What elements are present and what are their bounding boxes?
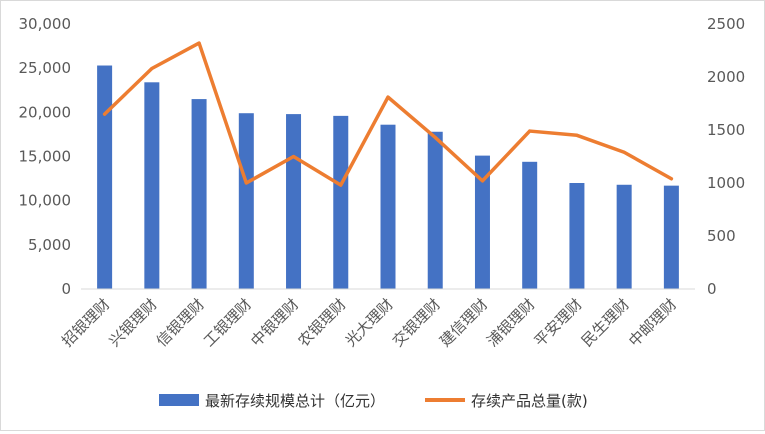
category-label: 民生理财	[578, 295, 633, 350]
category-label: 平安理财	[531, 295, 586, 350]
right-tick-label: 2500	[707, 15, 745, 33]
bar	[474, 155, 490, 289]
line-point	[197, 41, 201, 45]
legend: 最新存续规模总计（亿元） 存续产品总量(款)	[159, 392, 588, 410]
right-axis: 0 500 1000 1500 2000 2500	[707, 15, 745, 298]
legend-bar-swatch	[159, 394, 199, 406]
category-label: 中银理财	[247, 295, 302, 350]
category-label: 招银理财	[58, 295, 113, 350]
bar	[380, 124, 396, 289]
bar	[427, 131, 443, 289]
line-point	[386, 95, 390, 99]
line-point	[292, 155, 296, 158]
bar	[97, 65, 113, 290]
left-tick-label: 15,000	[19, 148, 72, 166]
line-point	[433, 135, 437, 139]
right-tick-label: 2000	[707, 68, 745, 86]
left-tick-label: 0	[61, 280, 71, 298]
bar-series	[97, 65, 679, 290]
category-labels: 招银理财兴银理财信银理财工银理财中银理财农银理财光大理财交银理财建信理财浦银理财…	[58, 295, 680, 350]
bar	[569, 183, 585, 289]
line-point	[669, 177, 673, 181]
bar	[333, 115, 349, 289]
line-point	[244, 181, 248, 185]
left-tick-label: 5,000	[28, 236, 71, 254]
bar	[522, 161, 538, 289]
left-tick-label: 30,000	[19, 15, 72, 33]
line-point	[103, 112, 107, 116]
line-point	[150, 67, 154, 71]
category-label: 交银理财	[389, 295, 444, 350]
left-tick-label: 20,000	[19, 103, 72, 121]
left-tick-label: 25,000	[19, 59, 72, 77]
line-point	[339, 183, 343, 187]
category-label: 兴银理财	[106, 295, 161, 350]
left-axis: 0 5,000 10,000 15,000 20,000 25,000 30,000	[19, 15, 72, 298]
right-tick-label: 1000	[707, 174, 745, 192]
bar	[191, 99, 207, 289]
right-tick-label: 500	[707, 227, 736, 245]
bar	[144, 82, 160, 289]
category-label: 工银理财	[200, 295, 255, 350]
category-label: 信银理财	[153, 295, 208, 350]
legend-bar-label: 最新存续规模总计（亿元）	[205, 392, 385, 410]
category-label: 中邮理财	[625, 295, 680, 350]
category-label: 光大理财	[342, 295, 397, 350]
line-point	[575, 133, 579, 137]
line-series	[102, 41, 674, 187]
legend-line-label: 存续产品总量(款)	[471, 392, 588, 410]
bar	[286, 114, 302, 289]
category-label: 农银理财	[294, 295, 349, 350]
category-label: 浦银理财	[483, 295, 538, 350]
bar	[616, 184, 632, 289]
left-tick-label: 10,000	[19, 192, 72, 210]
bar	[238, 113, 254, 289]
line-point	[528, 129, 532, 133]
right-tick-label: 1500	[707, 121, 745, 139]
right-tick-label: 0	[707, 280, 717, 298]
category-label: 建信理财	[436, 295, 491, 350]
line-point	[622, 150, 626, 154]
line-point	[480, 179, 484, 183]
bar	[663, 185, 679, 289]
